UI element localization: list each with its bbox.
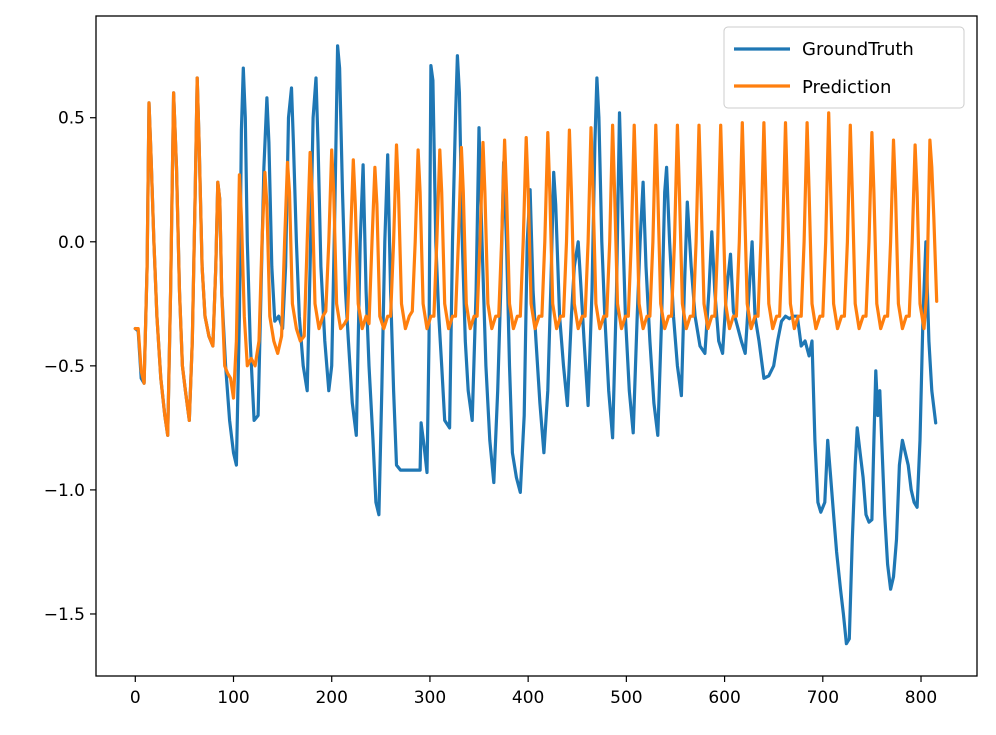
y-tick-label: 0.5 xyxy=(58,109,85,129)
plot-frame xyxy=(95,15,978,677)
x-axis: 0 100 200 300 400 500 600 700 800 xyxy=(130,676,937,708)
legend-box xyxy=(723,26,965,109)
x-tick-label: 800 xyxy=(905,688,937,708)
series-layer xyxy=(133,44,939,646)
y-tick-label: −1.5 xyxy=(44,605,85,625)
y-tick-label: 0.0 xyxy=(58,233,85,253)
x-tick-label: 200 xyxy=(315,688,347,708)
x-tick-label: 500 xyxy=(610,688,642,708)
x-tick-label: 600 xyxy=(708,688,740,708)
legend-label-prediction: Prediction xyxy=(802,77,891,98)
legend-label-groundtruth: GroundTruth xyxy=(802,39,914,60)
y-tick-label: −0.5 xyxy=(44,357,85,377)
x-tick-label: 700 xyxy=(807,688,839,708)
series-line-prediction xyxy=(133,76,939,437)
x-tick-label: 0 xyxy=(130,688,141,708)
legend: GroundTruth Prediction xyxy=(723,26,965,109)
y-tick-label: −1.0 xyxy=(44,481,85,501)
x-tick-label: 300 xyxy=(414,688,446,708)
series-line-groundtruth xyxy=(133,44,938,646)
x-tick-label: 400 xyxy=(512,688,544,708)
x-tick-label: 100 xyxy=(217,688,249,708)
y-axis: 0.5 0.0 −0.5 −1.0 −1.5 xyxy=(44,109,96,625)
